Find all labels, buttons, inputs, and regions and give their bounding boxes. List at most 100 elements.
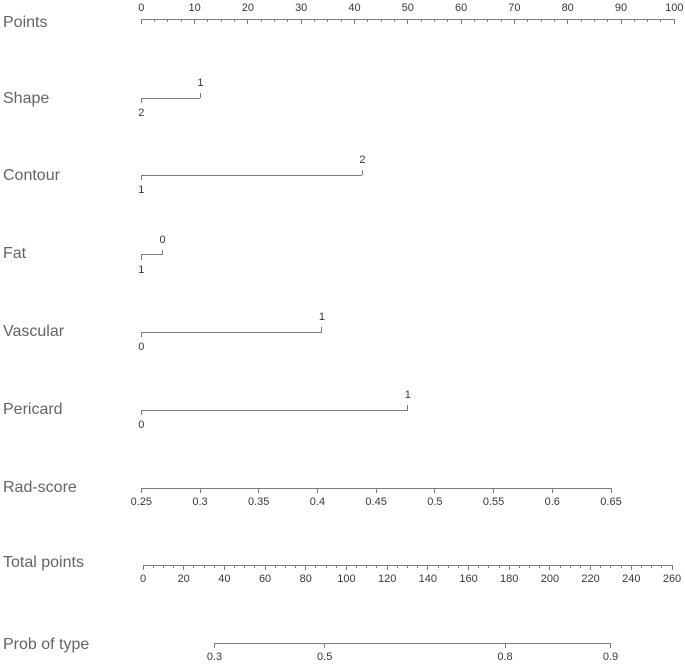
total_points-major-tick (468, 565, 470, 570)
prob-tick-label: 0.3 (206, 651, 223, 663)
total_points-minor-tick (569, 565, 571, 568)
total_points-minor-tick (661, 565, 663, 568)
fat-level-label: 0 (159, 233, 166, 246)
vascular-level-tick (321, 327, 323, 332)
points-minor-tick (327, 19, 329, 22)
points-tick-label: 50 (401, 2, 414, 14)
points-tick-label: 20 (241, 2, 255, 14)
rad_score-tick-label: 0.6 (544, 496, 560, 508)
points-tick-label: 100 (665, 2, 684, 14)
rad_score-major-tick (610, 488, 612, 493)
rad_score-major-tick (493, 488, 495, 493)
total_points-minor-tick (407, 565, 408, 568)
total_points-minor-tick (162, 565, 164, 568)
total_points-tick-label: 40 (218, 573, 231, 585)
pericard-level-tick (407, 405, 409, 410)
points-minor-tick (180, 19, 182, 22)
pericard-level-label: 1 (404, 389, 411, 401)
total_points-tick-label: 100 (337, 573, 356, 585)
row-label-total-points: Total points (3, 554, 84, 571)
fat-axis-line (141, 254, 163, 255)
vascular-level-tick (140, 332, 142, 337)
total_points-minor-tick (376, 565, 378, 568)
vascular-level-label: 0 (138, 341, 145, 353)
points-minor-tick (647, 19, 649, 22)
shape-level-tick (199, 93, 201, 98)
rad_score-tick-label: 0.3 (192, 496, 208, 508)
points-minor-tick (260, 19, 262, 22)
vascular-axis-line (141, 331, 322, 333)
rad_score-tick-label: 0.5 (427, 496, 443, 508)
points-minor-tick (527, 19, 529, 22)
total_points-minor-tick (244, 565, 246, 568)
total_points-major-tick (427, 565, 429, 570)
total_points-minor-tick (254, 565, 256, 568)
rad_score-tick-label: 0.45 (365, 496, 387, 508)
row-label-pericard: Pericard (3, 401, 63, 418)
points-tick-label: 90 (614, 2, 628, 14)
row-label-contour: Contour (3, 167, 60, 184)
prob-major-tick (610, 643, 611, 648)
points-major-tick (247, 19, 249, 24)
points-minor-tick (340, 19, 342, 22)
pericard-level-tick (140, 410, 142, 415)
shape-level-label: 2 (138, 107, 145, 119)
total_points-minor-tick (529, 565, 531, 568)
total_points-minor-tick (640, 565, 642, 568)
vascular-level-label: 1 (318, 311, 326, 323)
points-tick-label: 30 (295, 2, 308, 14)
total_points-minor-tick (203, 565, 205, 568)
points-major-tick (513, 19, 515, 24)
prob-major-tick (214, 643, 215, 648)
prob-tick-label: 0.8 (497, 651, 513, 663)
total_points-minor-tick (417, 565, 419, 568)
total_points-tick-label: 180 (500, 573, 519, 585)
points-minor-tick (234, 19, 236, 22)
total_points-tick-label: 80 (299, 573, 312, 585)
points-tick-label: 10 (188, 2, 201, 14)
points-minor-tick (473, 19, 475, 22)
total_points-minor-tick (315, 565, 317, 568)
points-minor-tick (367, 19, 369, 22)
points-minor-tick (393, 19, 395, 22)
total_points-minor-tick (325, 565, 327, 568)
points-minor-tick (420, 19, 422, 22)
shape-level-label: 1 (197, 77, 204, 89)
total_points-minor-tick (234, 565, 236, 568)
prob-major-tick (504, 643, 506, 648)
contour-level-tick (361, 170, 363, 175)
points-minor-tick (633, 19, 635, 22)
total_points-minor-tick (610, 565, 612, 568)
total_points-tick-label: 160 (459, 573, 478, 585)
points-minor-tick (553, 19, 555, 22)
contour-level-tick (140, 175, 142, 180)
rad_score-tick-label: 0.65 (600, 496, 622, 508)
points-major-tick (567, 19, 569, 24)
contour-level-label: 2 (359, 154, 366, 166)
points-minor-tick (380, 19, 382, 22)
total_points-tick-label: 120 (377, 573, 397, 585)
total_points-major-tick (183, 565, 185, 570)
shape-level-tick (140, 98, 142, 103)
points-tick-label: 40 (348, 2, 361, 14)
total_points-minor-tick (518, 565, 520, 568)
total_points-minor-tick (478, 565, 480, 568)
prob-tick-label: 0.9 (602, 651, 619, 663)
total_points-major-tick (630, 565, 632, 570)
rad_score-tick-label: 0.4 (309, 496, 326, 508)
points-minor-tick (314, 19, 316, 22)
row-label-prob-of-type: Prob of type (3, 636, 90, 653)
total_points-minor-tick (396, 565, 398, 568)
total_points-minor-tick (498, 565, 500, 568)
points-tick-label: 80 (561, 2, 574, 14)
total_points-minor-tick (539, 565, 541, 568)
prob-tick-label: 0.5 (317, 651, 333, 663)
total_points-minor-tick (651, 565, 653, 568)
total_points-major-tick (305, 565, 307, 570)
points-major-tick (300, 19, 302, 24)
rad_score-major-tick (434, 488, 436, 493)
points-major-tick (354, 19, 355, 24)
total_points-minor-tick (559, 565, 561, 568)
total_points-major-tick (549, 565, 551, 570)
